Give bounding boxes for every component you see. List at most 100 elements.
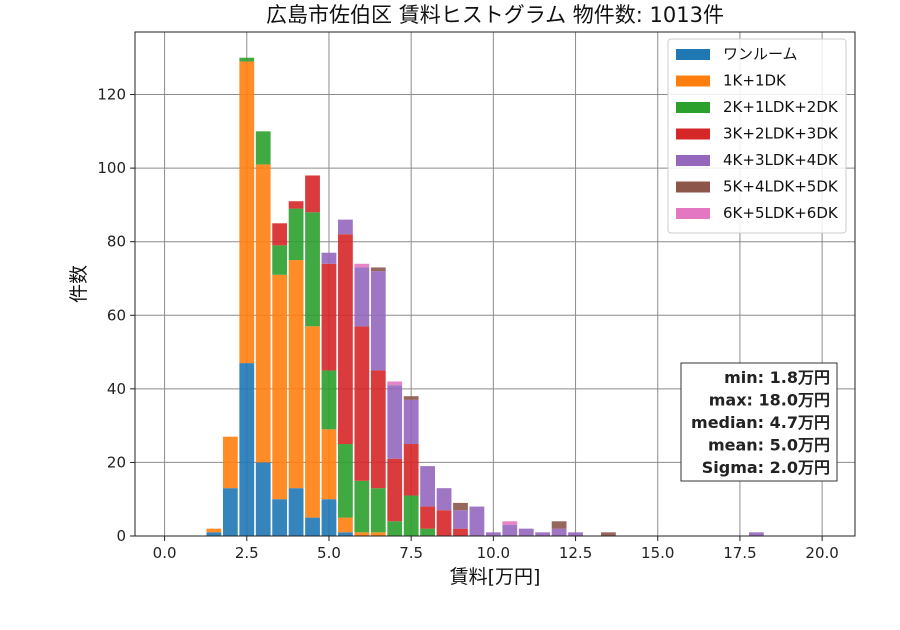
bar-segment (420, 466, 435, 507)
bar-segment (239, 61, 255, 364)
bar-segment (387, 385, 403, 459)
x-tick-label: 0.0 (153, 544, 177, 562)
bar-segment (305, 175, 320, 213)
bar-segment (354, 263, 370, 268)
bar-segment (222, 488, 238, 536)
bar-segment (338, 532, 353, 536)
x-tick-label: 20.0 (805, 544, 838, 562)
bar-segment (338, 234, 353, 445)
legend-label: 6K+5LDK+6DK (723, 204, 839, 222)
stats-line: max: 18.0万円 (709, 391, 830, 410)
bar-segment (288, 208, 304, 261)
bar-segment (338, 517, 353, 533)
bar-segment (321, 429, 337, 500)
legend-label: 5K+4LDK+5DK (723, 178, 839, 196)
bar-segment (485, 532, 501, 536)
bar-segment (453, 528, 468, 536)
bar-segment (288, 488, 304, 536)
bar-segment (502, 521, 518, 525)
bar-segment (436, 510, 452, 536)
bar-segment (354, 480, 370, 533)
bar-segment (305, 212, 320, 327)
bar-segment (502, 524, 518, 536)
x-tick-label: 12.5 (559, 544, 592, 562)
legend-swatch (676, 128, 710, 140)
bar-segment (420, 506, 435, 529)
bar-segment (469, 506, 485, 536)
bar-segment (518, 528, 534, 536)
bar-segment (354, 326, 370, 481)
legend-label: 3K+2LDK+3DK (723, 125, 839, 143)
y-axis-label: 件数 (68, 265, 90, 303)
bar-segment (403, 396, 419, 400)
legend-swatch (676, 208, 710, 219)
stats-line: mean: 5.0万円 (708, 436, 830, 455)
x-tick-label: 7.5 (399, 544, 423, 562)
legend-label: 2K+1LDK+2DK (723, 98, 839, 116)
legend-label: ワンルーム (723, 45, 798, 63)
bar-segment (239, 363, 255, 536)
bar-segment (403, 444, 419, 496)
bar-segment (370, 488, 386, 533)
bars-group (206, 57, 764, 536)
bar-segment (321, 370, 337, 430)
x-tick-label: 17.5 (723, 544, 756, 562)
bar-segment (206, 532, 222, 536)
bar-segment (568, 532, 583, 536)
bar-segment (748, 532, 764, 536)
y-tick-label: 80 (107, 233, 126, 251)
bar-segment (387, 381, 403, 386)
bar-segment (420, 528, 435, 536)
bar-segment (403, 495, 419, 536)
plot-frame (134, 31, 856, 537)
legend-swatch (676, 102, 710, 113)
bar-segment (338, 444, 353, 518)
bar-segment (272, 223, 288, 246)
bar-segment (370, 532, 386, 536)
bar-segment (239, 57, 255, 62)
stats-frame (680, 362, 838, 482)
x-tick-label: 2.5 (235, 544, 259, 562)
legend-swatch (676, 75, 710, 87)
bar-segment (272, 499, 288, 536)
stats-box: min: 1.8万円 max: 18.0万円 median: 4.7万円 mean: … (680, 362, 838, 482)
x-axis-label: 賃料[万円] (450, 566, 541, 588)
bar-segment (370, 370, 386, 489)
bar-segment (453, 510, 468, 529)
legend-label: 4K+3LDK+4DK (723, 151, 839, 169)
legend-swatch (676, 155, 710, 166)
legend-swatch (676, 181, 710, 193)
stats-line: median: 4.7万円 (691, 413, 830, 432)
bar-segment (321, 499, 337, 536)
y-tick-label: 100 (97, 159, 126, 177)
bar-segment (403, 399, 419, 445)
bar-segment (453, 502, 468, 511)
bar-segment (305, 517, 320, 536)
bar-segment (338, 219, 353, 235)
bar-segment (370, 271, 386, 371)
bar-segment (305, 326, 320, 518)
bar-segment (255, 131, 271, 165)
y-axis-ticks: 0 20 40 60 80 100 120 (97, 86, 135, 545)
bar-segment (387, 521, 403, 536)
bar-segment (255, 462, 271, 536)
bar-segment (551, 528, 567, 536)
bar-segment (206, 528, 222, 533)
y-tick-label: 20 (107, 453, 126, 471)
bar-segment (255, 164, 271, 463)
bar-segment (535, 532, 551, 536)
x-tick-label: 15.0 (641, 544, 674, 562)
bar-segment (272, 274, 288, 500)
chart-title: 広島市佐伯区 賃料ヒストグラム 物件数: 1013件 (266, 3, 724, 27)
bar-segment (551, 521, 567, 529)
bar-segment (436, 488, 452, 511)
stats-line: Sigma: 2.0万円 (702, 458, 830, 477)
y-tick-label: 120 (97, 86, 126, 104)
legend-frame (667, 38, 847, 234)
y-tick-label: 60 (107, 306, 126, 324)
bar-segment (601, 532, 616, 536)
legend: ワンルーム 1K+1DK 2K+1LDK+2DK 3K+2LDK+3DK 4K+3LDK… (667, 38, 847, 234)
bar-segment (288, 260, 304, 489)
bar-segment (321, 263, 337, 371)
